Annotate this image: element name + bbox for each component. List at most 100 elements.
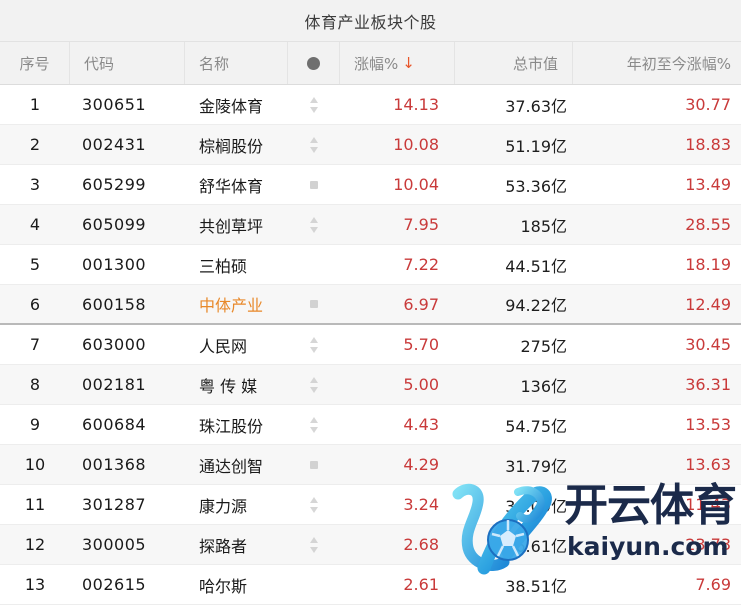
table-row[interactable]: 9 600684 珠江股份 4.43 54.75亿 13.53 (0, 405, 741, 445)
small-square-icon (310, 300, 318, 308)
row-change-cell: 7.95 (403, 215, 439, 234)
column-header-index-label: 序号 (19, 54, 50, 73)
row-flag-cell (288, 325, 340, 364)
sort-descending-arrow-icon[interactable]: ↓ (402, 53, 415, 72)
row-change-cell: 4.43 (403, 415, 439, 434)
row-change-cell: 3.24 (403, 495, 439, 514)
row-ytd-change-cell: 13.63 (685, 455, 731, 474)
table-row[interactable]: 7 603000 人民网 5.70 275亿 30.45 (0, 325, 741, 365)
row-name-cell: 哈尔斯 (199, 576, 248, 596)
row-code-cell: 605299 (82, 175, 147, 194)
table-row[interactable]: 5 001300 三柏硕 7.22 44.51亿 18.19 (0, 245, 741, 285)
row-ytd-change-cell: 30.77 (685, 95, 731, 114)
table-row[interactable]: 10 001368 通达创智 4.29 31.79亿 13.63 (0, 445, 741, 485)
row-market-cap-cell: 94.22亿 (505, 296, 567, 315)
up-down-arrow-icon (309, 216, 319, 233)
row-market-cap-cell: 38.51亿 (505, 576, 567, 596)
row-market-cap-cell: 185亿 (520, 216, 567, 236)
row-index-cell: 3 (29, 175, 41, 194)
row-flag-cell (288, 485, 340, 524)
row-index-cell: 2 (29, 135, 41, 154)
column-header-change[interactable]: 涨幅% ↓ (340, 42, 455, 84)
row-market-cap-cell: 53.36亿 (505, 176, 567, 196)
row-ytd-change-cell: 13.49 (685, 175, 731, 194)
row-index-cell: 10 (24, 455, 46, 474)
small-square-icon (310, 180, 318, 189)
row-flag-cell (288, 245, 340, 284)
row-name-cell: 通达创智 (199, 456, 264, 476)
row-code-cell: 300005 (82, 535, 147, 554)
row-ytd-change-cell: 12.49 (685, 294, 731, 314)
row-ytd-change-cell: 18.83 (685, 135, 731, 154)
row-market-cap-cell: 51.19亿 (505, 136, 567, 156)
column-header-index[interactable]: 序号 (0, 42, 70, 84)
filled-circle-icon (307, 56, 320, 70)
row-change-cell: 4.29 (403, 455, 439, 474)
small-square-icon (310, 460, 318, 469)
table-row[interactable]: 1 300651 金陵体育 14.13 37.63亿 30.77 (0, 85, 741, 125)
row-ytd-change-cell: 18.19 (685, 255, 731, 274)
row-market-cap-cell: 37.63亿 (505, 96, 567, 116)
row-market-cap-cell: 275亿 (520, 336, 567, 356)
row-name-cell: 珠江股份 (199, 416, 264, 436)
row-name-cell: 共创草坪 (199, 216, 264, 236)
row-change-cell: 2.68 (403, 535, 439, 554)
row-code-cell: 603000 (82, 335, 147, 354)
row-ytd-change-cell: 13.53 (685, 415, 731, 434)
row-flag-cell (288, 125, 340, 164)
row-index-cell: 12 (24, 535, 46, 554)
row-change-cell: 6.97 (403, 294, 439, 314)
row-change-cell: 7.22 (403, 255, 439, 274)
table-row[interactable]: 8 002181 粤 传 媒 5.00 136亿 36.31 (0, 365, 741, 405)
row-name-cell: 探路者 (199, 536, 248, 556)
table-row[interactable]: 3 605299 舒华体育 10.04 53.36亿 13.49 (0, 165, 741, 205)
row-code-cell: 600158 (82, 294, 147, 314)
column-header-name[interactable]: 名称 (185, 42, 288, 84)
row-name-cell: 人民网 (199, 336, 248, 356)
up-down-arrow-icon (309, 496, 319, 513)
panel-title-bar: 体育产业板块个股 (0, 0, 741, 42)
up-down-arrow-icon (309, 136, 319, 153)
row-flag-cell (288, 285, 340, 323)
row-flag-cell (288, 445, 340, 484)
up-down-arrow-icon (309, 536, 319, 553)
table-row[interactable]: 13 002615 哈尔斯 2.61 38.51亿 7.69 (0, 565, 741, 605)
row-flag-cell (288, 205, 340, 244)
row-market-cap-cell: 54.75亿 (505, 416, 567, 436)
row-code-cell: 002615 (82, 575, 147, 594)
row-flag-cell (288, 165, 340, 204)
row-index-cell: 6 (29, 294, 41, 314)
row-ytd-change-cell: 36.31 (685, 375, 731, 394)
row-code-cell: 002431 (82, 135, 147, 154)
table-body: 1 300651 金陵体育 14.13 37.63亿 30.77 2 002431 棕榈股份 10… (0, 85, 741, 605)
row-name-cell: 康力源 (199, 496, 248, 516)
row-flag-cell (288, 365, 340, 404)
table-row[interactable]: 11 301287 康力源 3.24 30.09亿 11.43 (0, 485, 741, 525)
column-header-code[interactable]: 代码 (70, 42, 185, 84)
row-change-cell: 14.13 (393, 95, 439, 114)
row-code-cell: 001368 (82, 455, 147, 474)
row-market-cap-cell: 16.61亿 (505, 536, 567, 556)
table-row[interactable]: 4 605099 共创草坪 7.95 185亿 28.55 (0, 205, 741, 245)
row-ytd-change-cell: 7.69 (695, 575, 731, 594)
column-header-ytd-change[interactable]: 年初至今涨幅% (573, 42, 741, 84)
table-row[interactable]: 6 600158 中体产业 6.97 94.22亿 12.49 (0, 285, 741, 325)
column-header-market-cap[interactable]: 总市值 (455, 42, 573, 84)
page-title: 体育产业板块个股 (304, 12, 437, 32)
row-flag-cell (288, 85, 340, 124)
row-flag-cell (288, 565, 340, 604)
no-flag-icon (310, 261, 318, 269)
row-index-cell: 5 (29, 255, 41, 274)
column-header-name-label: 名称 (199, 54, 230, 73)
up-down-arrow-icon (309, 336, 319, 353)
row-code-cell: 301287 (82, 495, 147, 514)
table-row[interactable]: 12 300005 探路者 2.68 16.61亿 23.73 (0, 525, 741, 565)
row-market-cap-cell: 44.51亿 (505, 256, 567, 276)
row-market-cap-cell: 30.09亿 (505, 496, 567, 516)
row-name-cell: 棕榈股份 (199, 136, 264, 156)
column-header-change-label: 涨幅% (354, 54, 399, 73)
row-change-cell: 10.04 (393, 175, 439, 194)
column-header-flag[interactable] (288, 42, 340, 84)
table-row[interactable]: 2 002431 棕榈股份 10.08 51.19亿 18.83 (0, 125, 741, 165)
no-flag-icon (310, 581, 318, 589)
